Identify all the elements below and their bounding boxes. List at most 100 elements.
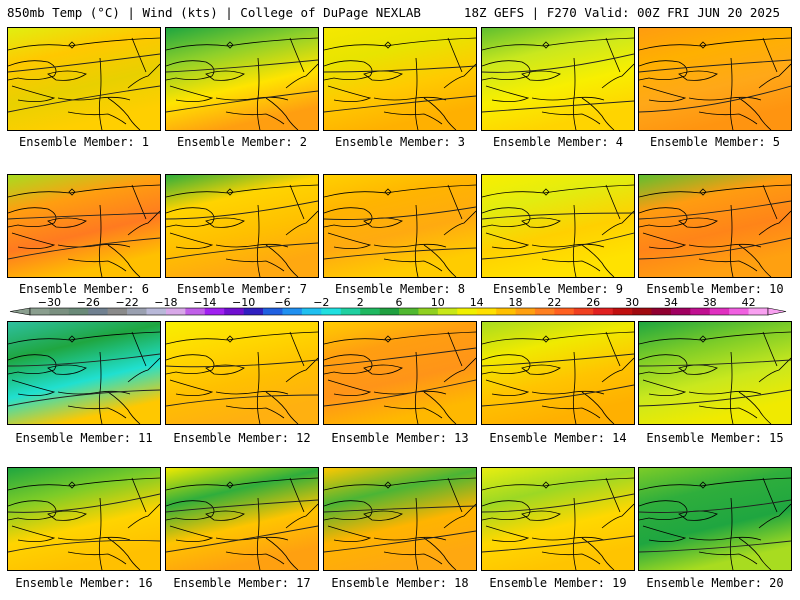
ensemble-member-label: Ensemble Member: 11 [15, 431, 153, 445]
height-contours [166, 359, 318, 407]
colorbar-arrow-high [767, 307, 787, 316]
colorbar-swatch [243, 308, 264, 315]
temperature-field [324, 322, 476, 424]
temperature-field [8, 175, 160, 277]
ensemble-member-map [638, 321, 792, 425]
ensemble-member-label: Ensemble Member: 4 [492, 135, 624, 149]
city-marker [226, 41, 234, 49]
colorbar-swatch [107, 308, 128, 315]
city-marker [226, 188, 234, 196]
ensemble-member-label: Ensemble Member: 19 [489, 576, 627, 590]
ensemble-member-map [638, 174, 792, 278]
city-marker [699, 41, 707, 49]
ensemble-member-map [638, 467, 792, 571]
ensemble-member-map [7, 174, 161, 278]
temperature-field [639, 175, 791, 277]
city-marker [226, 335, 234, 343]
colorbar-swatch [729, 308, 749, 315]
temperature-field [639, 28, 791, 130]
city-marker [699, 188, 707, 196]
temperature-field [482, 175, 634, 277]
colorbar-swatch [437, 308, 458, 315]
temperature-field [166, 468, 318, 570]
colorbar-tick-label: 18 [509, 296, 523, 309]
colorbar-tick-label: 38 [703, 296, 717, 309]
ensemble-member-label: Ensemble Member: 16 [15, 576, 153, 590]
city-marker [699, 481, 707, 489]
model-run-info: 18Z GEFS | F270 Valid: 00Z FRI JUN 20 20… [463, 5, 780, 20]
colorbar-swatch [399, 308, 419, 315]
colorbar-tick-label: −6 [274, 296, 290, 309]
colorbar-swatch [30, 308, 50, 315]
ensemble-member-map [481, 467, 635, 571]
map-boundaries [8, 331, 160, 424]
colorbar-tick-label: −2 [313, 296, 329, 309]
colorbar-swatch [68, 308, 89, 315]
temperature-field [324, 468, 476, 570]
chart-title: 850mb Temp (°C) | Wind (kts) | College o… [7, 5, 421, 20]
height-contours [482, 493, 634, 553]
city-marker [542, 188, 550, 196]
ensemble-member-label: Ensemble Member: 13 [331, 431, 469, 445]
colorbar-swatch [224, 308, 244, 315]
ensemble-member-label: Ensemble Member: 8 [334, 282, 466, 296]
colorbar-swatch [49, 308, 70, 315]
colorbar-tick-label: −10 [232, 296, 255, 309]
temperature-field [8, 468, 160, 570]
colorbar-swatch [127, 308, 147, 315]
temperature-field [482, 468, 634, 570]
colorbar-tick-label: −22 [115, 296, 138, 309]
ensemble-member-label: Ensemble Member: 6 [18, 282, 150, 296]
colorbar-swatch [593, 308, 613, 315]
colorbar-swatch [612, 308, 633, 315]
colorbar-swatch [165, 308, 186, 315]
ensemble-member-map [481, 321, 635, 425]
ensemble-member-map [7, 27, 161, 131]
ensemble-member-map [481, 174, 635, 278]
colorbar-swatch [690, 308, 711, 315]
colorbar-swatch [573, 308, 594, 315]
height-contours [8, 493, 160, 553]
colorbar-swatch [515, 308, 536, 315]
colorbar-tick-label: −30 [38, 296, 61, 309]
city-marker [68, 481, 76, 489]
height-contours [166, 200, 318, 260]
temperature-field [8, 322, 160, 424]
height-contours [166, 499, 318, 553]
colorbar-swatch [360, 308, 380, 315]
colorbar-tick-label: 42 [742, 296, 756, 309]
city-marker [542, 335, 550, 343]
colorbar-tick-label: −26 [77, 296, 100, 309]
colorbar-swatch [379, 308, 400, 315]
city-marker [384, 188, 392, 196]
ensemble-member-label: Ensemble Member: 3 [334, 135, 466, 149]
temperature-field [639, 468, 791, 570]
temperature-field [324, 175, 476, 277]
ensemble-member-label: Ensemble Member: 12 [173, 431, 311, 445]
colorbar-tick-label: 10 [431, 296, 445, 309]
colorbar-swatch [534, 308, 555, 315]
city-marker [699, 335, 707, 343]
ensemble-member-map [323, 467, 477, 571]
colorbar-swatch [146, 308, 167, 315]
colorbar-tick-label: 6 [396, 296, 403, 309]
colorbar-swatch [651, 308, 672, 315]
colorbar-swatch [632, 308, 652, 315]
map-boundaries [324, 477, 476, 570]
colorbar-tick-label: 14 [470, 296, 484, 309]
colorbar-tick-label: 34 [664, 296, 678, 309]
colorbar-swatch [670, 308, 691, 315]
ensemble-member-map [165, 321, 319, 425]
height-contours [324, 347, 476, 407]
colorbar-swatch [554, 308, 575, 315]
colorbar-swatch [748, 308, 769, 315]
height-contours [639, 499, 791, 553]
colorbar-tick-label: 22 [547, 296, 561, 309]
ensemble-member-label: Ensemble Member: 18 [331, 576, 469, 590]
height-contours [324, 505, 476, 553]
temperature-field [482, 322, 634, 424]
ensemble-member-label: Ensemble Member: 7 [176, 282, 308, 296]
colorbar-swatch [263, 308, 283, 315]
height-contours [482, 212, 634, 260]
colorbar-arrow-low [9, 307, 31, 316]
